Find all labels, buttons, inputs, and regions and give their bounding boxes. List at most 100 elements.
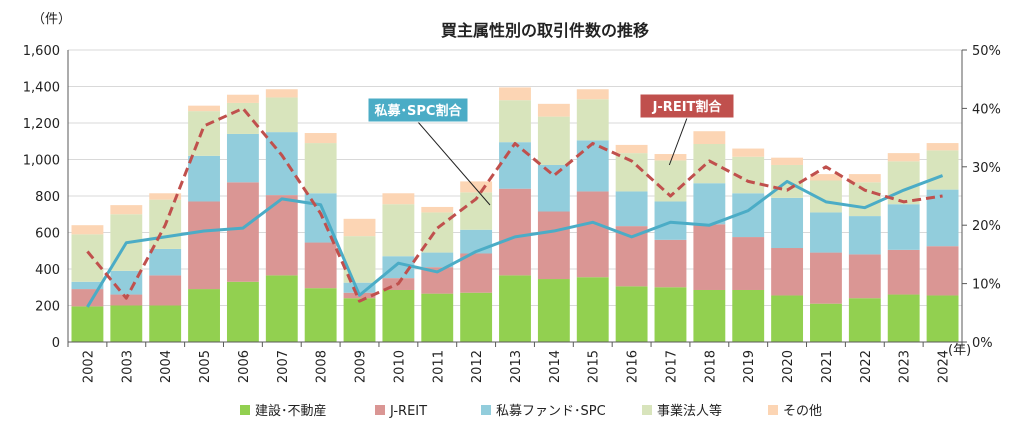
bar-2023-s1 (887, 249, 920, 295)
chart-title: 買主属性別の取引件数の推移 (441, 21, 649, 40)
bar-2014-s2 (537, 164, 570, 212)
bar-2024-s1 (926, 246, 959, 296)
bar-2018-s4 (693, 131, 726, 144)
bar-2024-s3 (926, 150, 959, 190)
bar-2013-s4 (499, 87, 531, 101)
x-tick-label-2022: 2022 (859, 350, 874, 383)
bar-2011-s4 (421, 206, 454, 213)
bar-2024-s4 (926, 143, 959, 151)
y-axis-unit-label: （件） (32, 12, 71, 27)
bar-2012-s4 (460, 181, 493, 193)
bar-2013-s1 (499, 188, 531, 276)
callouts: 私募･SPC割合 J-REIT割合 (367, 93, 735, 206)
bar-2015-s3 (576, 99, 609, 141)
legend-swatch-4 (768, 405, 778, 415)
axes (67, 49, 967, 347)
legend-label-0: 建設･不動産 (255, 403, 327, 419)
bar-2024-s0 (926, 295, 959, 342)
bar-2006-s2 (226, 133, 259, 183)
bar-2013-s3 (499, 100, 531, 143)
bar-2010-s0 (382, 289, 415, 342)
x-tick-label-2009: 2009 (354, 350, 369, 383)
bar-2005-s0 (188, 289, 220, 342)
bar-2005-s2 (188, 155, 220, 202)
x-tick-label-2010: 2010 (392, 350, 407, 383)
bar-2017-s1 (654, 239, 687, 288)
y-tick-label-5: 1,000 (23, 154, 60, 169)
y2-tick-label-1: 10% (972, 278, 1001, 293)
callout-leader-1 (668, 117, 688, 166)
bar-2013-s2 (499, 142, 531, 189)
bar-2015-s1 (576, 191, 609, 278)
callout-box-1 (639, 93, 735, 119)
bar-2021-s1 (810, 252, 842, 304)
bar-2016-s0 (615, 286, 648, 342)
bar-2009-s2 (343, 282, 376, 293)
bar-2020-s0 (771, 295, 804, 342)
x-tick-label-2002: 2002 (81, 350, 96, 383)
legend-swatch-3 (642, 405, 652, 415)
bar-2002-s0 (71, 306, 104, 342)
bar-2014-s4 (537, 103, 570, 117)
bar-2008-s2 (304, 193, 337, 243)
bar-2013-s0 (499, 275, 531, 342)
x-tick-label-2011: 2011 (431, 350, 446, 383)
x-tick-label-2021: 2021 (820, 350, 835, 383)
bar-2019-s0 (732, 289, 765, 342)
bar-2023-s0 (887, 294, 920, 342)
bar-2002-s1 (71, 289, 104, 307)
bar-2005-s3 (188, 111, 220, 156)
bar-2002-s3 (71, 234, 104, 282)
legend-label-2: 私募ファンド･SPC (496, 404, 606, 419)
x-tick-label-2017: 2017 (664, 350, 679, 383)
x-tick-label-2013: 2013 (509, 350, 524, 383)
x-tick-label-2024: 2024 (937, 350, 952, 383)
bar-2022-s4 (848, 174, 881, 183)
bar-2016-s3 (615, 153, 648, 192)
x-tick-label-2015: 2015 (587, 350, 602, 383)
line-1 (86, 106, 943, 303)
bar-2017-s0 (654, 287, 687, 342)
y-axis-right-labels: 0% 10% 20% 30% 40% 50% (972, 44, 1001, 351)
bar-2017-s4 (654, 154, 687, 161)
x-tick-label-2007: 2007 (276, 350, 291, 383)
bar-2012-s0 (460, 292, 493, 342)
y-tick-label-3: 600 (35, 227, 60, 242)
bar-2006-s1 (226, 182, 259, 282)
x-tick-label-2008: 2008 (315, 350, 330, 383)
bar-2022-s2 (848, 216, 881, 255)
bar-2018-s3 (693, 143, 726, 184)
bar-2022-s3 (848, 182, 881, 217)
bar-2023-s4 (887, 153, 920, 162)
bar-2003-s1 (110, 294, 143, 306)
bar-2017-s2 (654, 201, 687, 240)
bar-2008-s1 (304, 242, 337, 289)
legend-swatch-0 (240, 405, 250, 415)
callout-box-0 (367, 97, 469, 123)
x-axis-unit-label: (年) (948, 343, 971, 358)
bar-2016-s2 (615, 191, 648, 227)
bar-2004-s1 (149, 275, 182, 306)
x-tick-label-2004: 2004 (159, 350, 174, 383)
callout-label-1: J-REIT割合 (652, 99, 723, 115)
bar-2002-s4 (71, 225, 104, 235)
bar-2011-s0 (421, 293, 454, 342)
y-tick-label-2: 400 (35, 263, 60, 278)
bar-2011-s2 (421, 252, 454, 268)
bar-2006-s0 (226, 281, 259, 342)
bar-2010-s4 (382, 193, 415, 205)
bar-2010-s3 (382, 204, 415, 257)
bar-2007-s4 (265, 89, 298, 98)
bar-2020-s2 (771, 197, 804, 249)
legend-label-4: その他 (783, 404, 822, 419)
y2-tick-label-4: 40% (972, 102, 1001, 117)
bar-2021-s4 (810, 174, 842, 181)
bar-2003-s4 (110, 205, 143, 215)
bar-2020-s4 (771, 157, 804, 165)
bar-2009-s0 (343, 298, 376, 342)
legend-label-1: J-REIT (389, 404, 427, 419)
bar-2019-s1 (732, 237, 765, 290)
x-tick-label-2016: 2016 (626, 350, 641, 383)
callout-label-0: 私募･SPC割合 (375, 103, 463, 119)
